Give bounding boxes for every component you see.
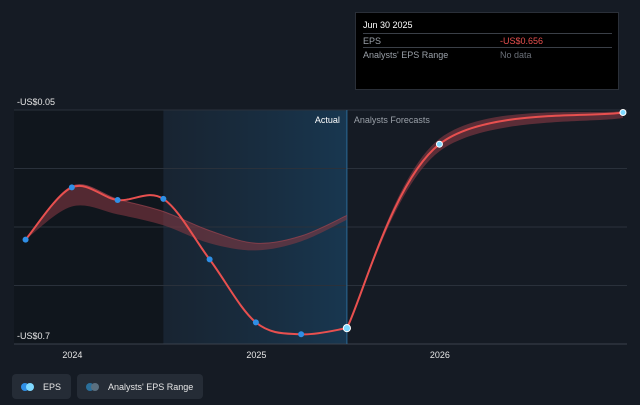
eps-point [298, 331, 305, 338]
x-tick-label: 2025 [246, 350, 266, 360]
tooltip-eps-value: -US$0.656 [500, 36, 544, 46]
eps-legend-icon [21, 382, 35, 391]
grid-lines [14, 109, 627, 345]
eps-points [22, 109, 627, 338]
tooltip: Jun 30 2025 EPS -US$0.656 Analysts' EPS … [355, 12, 619, 90]
forecast-label: Analysts Forecasts [354, 115, 431, 125]
legend-range-toggle[interactable]: Analysts' EPS Range [77, 374, 204, 399]
eps-line-forecast [346, 111, 624, 329]
eps-forecast-point [619, 109, 627, 117]
tooltip-range-label: Analysts' EPS Range [363, 50, 449, 60]
tooltip-range-value: No data [500, 50, 532, 60]
eps-point [22, 236, 29, 243]
y-tick-label: -US$0.7 [17, 331, 50, 341]
y-tick-label: -US$0.05 [17, 97, 55, 107]
legend-eps-label: EPS [43, 381, 62, 392]
tooltip-row-range: Analysts' EPS Range No data [363, 47, 612, 62]
y-axis: -US$0.05 -US$0.7 [17, 97, 55, 341]
eps-point [68, 184, 75, 191]
eps-point [342, 324, 352, 333]
x-tick-label: 2024 [62, 350, 82, 360]
range-band-actual [25, 184, 347, 251]
range-band-forecast [346, 110, 623, 329]
legend: EPS Analysts' EPS Range [12, 374, 204, 399]
eps-point [114, 197, 121, 203]
x-tick-label: 2026 [430, 350, 450, 360]
range-legend-icon [86, 382, 100, 391]
tooltip-date: Jun 30 2025 [363, 20, 413, 30]
actual-label: Actual [315, 115, 340, 125]
tooltip-eps-label: EPS [363, 36, 382, 46]
eps-point [252, 319, 259, 326]
eps-forecast-point [435, 140, 443, 148]
eps-point [160, 195, 167, 202]
eps-point [206, 256, 213, 263]
legend-range-label: Analysts' EPS Range [108, 381, 194, 392]
legend-eps-toggle[interactable]: EPS [12, 374, 72, 399]
tooltip-row-eps: EPS -US$0.656 [363, 33, 612, 48]
x-axis: 2024 2025 2026 [62, 350, 450, 360]
